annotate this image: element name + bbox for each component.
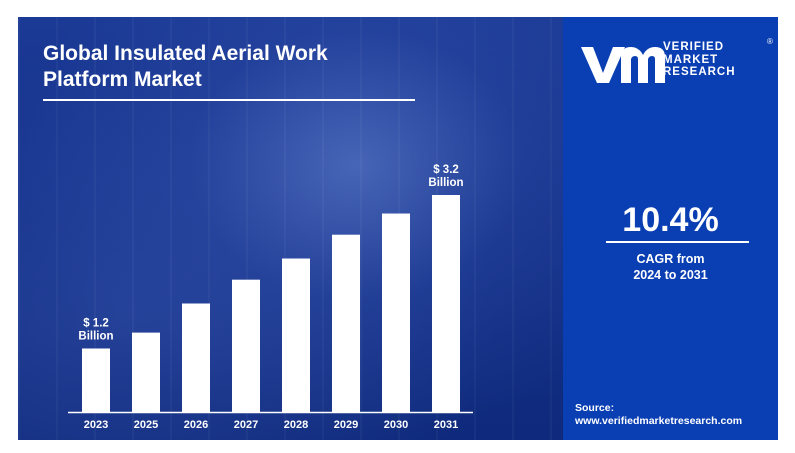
- registered-mark: ®: [767, 37, 773, 46]
- brand-name: VERIFIED MARKET RESEARCH: [663, 41, 736, 79]
- brand-line-2: MARKET: [663, 53, 719, 66]
- data-label-2023-line-1: $ 1.2: [83, 317, 109, 329]
- x-tick-label-2031: 2031: [434, 419, 458, 431]
- title-line-1: Global Insulated Aerial Work: [43, 42, 328, 65]
- x-tick-label-2025: 2025: [134, 419, 158, 431]
- bar-2027: [232, 279, 260, 412]
- bar-2030: [382, 213, 410, 412]
- source-url: www.verifiedmarketresearch.com: [575, 415, 743, 427]
- data-label-2031-line-2: Billion: [428, 177, 463, 189]
- cagr-label-line-2: 2024 to 2031: [633, 268, 708, 282]
- cagr-label: CAGR from 2024 to 2031: [563, 251, 778, 283]
- x-tick-label-2029: 2029: [334, 419, 358, 431]
- info-panel: VERIFIED MARKET RESEARCH ® 10.4% CAGR fr…: [563, 17, 778, 440]
- bar-2028: [282, 258, 310, 412]
- source-note: Source: www.verifiedmarketresearch.com: [575, 402, 742, 428]
- brand-line-3: RESEARCH: [663, 66, 736, 78]
- bar-2026: [182, 303, 210, 412]
- x-tick-label-2023: 2023: [84, 419, 108, 431]
- title-line-2: Platform Market: [43, 68, 202, 91]
- cagr-divider: [606, 241, 749, 243]
- cagr-value: 10.4%: [622, 201, 719, 239]
- vmr-logo-icon: [581, 47, 665, 83]
- bar-2029: [332, 234, 360, 412]
- x-tick-label-2026: 2026: [184, 419, 208, 431]
- cagr-label-line-1: CAGR from: [636, 252, 705, 266]
- bar-2025: [132, 332, 160, 412]
- bar-2031: [432, 195, 460, 412]
- data-label-2023-line-2: Billion: [78, 330, 113, 342]
- source-label: Source:: [575, 402, 615, 414]
- bar-2023: [82, 348, 110, 412]
- x-tick-label-2028: 2028: [284, 419, 308, 431]
- x-tick-label-2030: 2030: [384, 419, 408, 431]
- infographic-frame: Global Insulated Aerial Work Platform Ma…: [18, 17, 778, 440]
- data-label-2031-line-1: $ 3.2: [433, 164, 459, 176]
- chart-panel: Global Insulated Aerial Work Platform Ma…: [18, 17, 563, 440]
- bar-chart: 2023 2025 2026 2027 2028 2029 2030 2031$ 1.2Bil…: [68, 164, 473, 431]
- title-underline: [43, 99, 415, 101]
- chart-title: Global Insulated Aerial Work Platform Ma…: [43, 41, 423, 93]
- x-tick-label-2027: 2027: [234, 419, 258, 431]
- brand-line-1: VERIFIED: [663, 41, 725, 53]
